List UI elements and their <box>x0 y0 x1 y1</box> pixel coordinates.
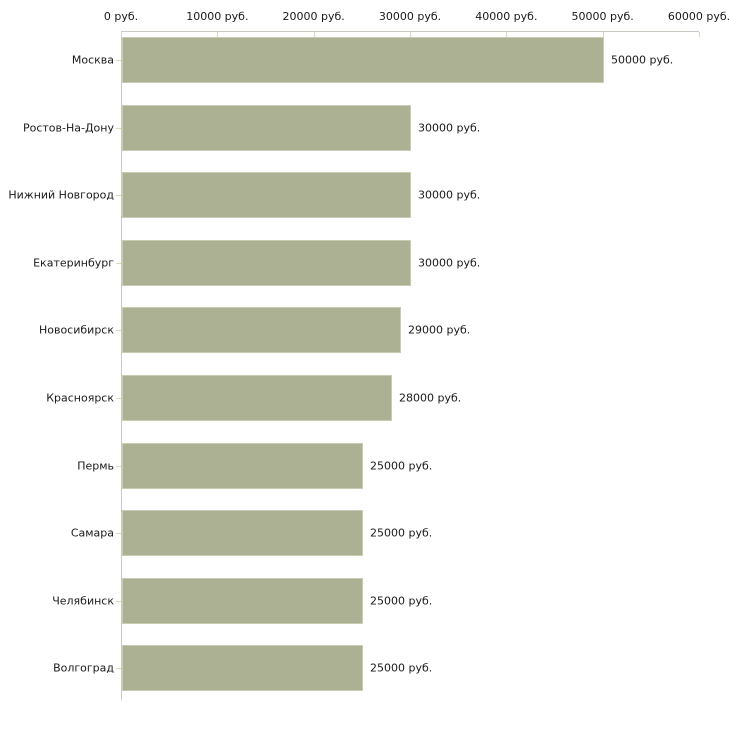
bar <box>122 442 363 489</box>
x-tick-mark <box>699 32 700 37</box>
bar-value-label: 25000 руб. <box>370 661 433 675</box>
bar <box>122 104 411 151</box>
category-label: Красноярск <box>46 391 114 405</box>
x-tick-label: 30000 руб. <box>378 10 442 23</box>
y-tick-mark <box>116 195 121 197</box>
x-axis-line <box>121 31 699 32</box>
bar <box>122 577 363 624</box>
y-tick-mark <box>116 127 121 129</box>
y-tick-mark <box>116 330 121 332</box>
x-tick-label: 20000 руб. <box>282 10 345 23</box>
x-tick-mark <box>217 32 219 37</box>
bar-value-label: 25000 руб. <box>370 459 433 473</box>
x-tick-mark <box>410 32 411 37</box>
category-label: Екатеринбург <box>33 256 114 270</box>
bar <box>122 37 604 83</box>
category-label: Самара <box>70 526 114 540</box>
bar-value-label: 30000 руб. <box>418 188 481 202</box>
x-tick-label: 0 руб. <box>103 10 139 23</box>
bar <box>122 510 363 557</box>
bar-value-label: 25000 руб. <box>370 526 433 540</box>
y-tick-mark <box>116 60 121 61</box>
category-label: Волгоград <box>53 661 114 675</box>
bar-value-label: 30000 руб. <box>418 121 481 135</box>
y-tick-mark <box>116 465 121 467</box>
x-tick-mark <box>313 32 315 37</box>
category-label: Новосибирск <box>38 323 114 337</box>
category-label: Ростов-На-Дону <box>22 121 114 135</box>
x-tick-mark <box>506 32 508 37</box>
bar <box>122 645 363 692</box>
x-tick-mark <box>121 32 122 37</box>
bar-value-label: 30000 руб. <box>418 256 481 270</box>
bar <box>122 239 411 286</box>
category-label: Челябинск <box>52 594 114 608</box>
bar-value-label: 28000 руб. <box>399 391 462 405</box>
category-label: Нижний Новгород <box>8 188 114 202</box>
category-label: Москва <box>71 53 114 67</box>
y-tick-mark <box>116 533 121 535</box>
x-tick-label: 60000 руб. <box>667 10 730 23</box>
x-tick-label: 40000 руб. <box>475 10 538 23</box>
bar-value-label: 50000 руб. <box>611 53 674 67</box>
bar <box>122 172 411 219</box>
y-tick-mark <box>116 398 121 399</box>
y-tick-mark <box>116 668 121 670</box>
bar-value-label: 29000 руб. <box>408 323 471 337</box>
y-axis-line <box>121 31 122 700</box>
y-tick-mark <box>116 262 121 264</box>
category-label: Пермь <box>77 459 114 473</box>
y-tick-mark <box>116 600 121 602</box>
x-tick-label: 10000 руб. <box>186 10 249 23</box>
bar-value-label: 25000 руб. <box>370 594 433 608</box>
bar <box>122 307 401 354</box>
x-tick-label: 50000 руб. <box>571 10 634 23</box>
x-tick-mark <box>602 32 604 37</box>
bar <box>122 375 392 421</box>
